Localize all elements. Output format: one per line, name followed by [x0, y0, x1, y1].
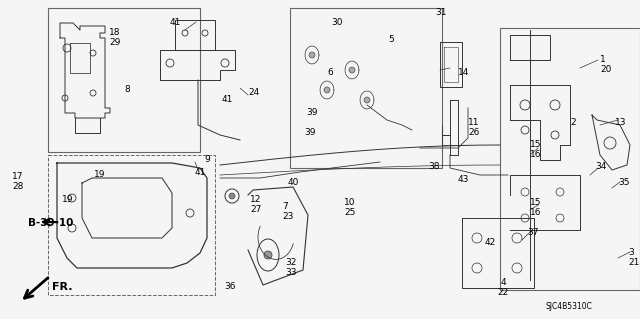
Text: 8: 8 — [124, 85, 130, 94]
Text: 2: 2 — [570, 118, 575, 127]
Text: 39: 39 — [307, 108, 317, 117]
Text: 39: 39 — [304, 128, 316, 137]
Text: 42: 42 — [484, 238, 495, 247]
Text: SJC4B5310C: SJC4B5310C — [545, 302, 592, 311]
Text: 12
27: 12 27 — [250, 195, 261, 214]
Text: 1
20: 1 20 — [600, 55, 611, 74]
Text: 41: 41 — [170, 18, 181, 27]
Text: 18
29: 18 29 — [109, 28, 121, 48]
Text: 11
26: 11 26 — [468, 118, 479, 137]
Text: 38: 38 — [428, 162, 440, 171]
Text: 4
22: 4 22 — [497, 278, 509, 297]
Text: 30: 30 — [332, 18, 343, 27]
Circle shape — [364, 97, 370, 103]
Text: 9: 9 — [204, 155, 210, 164]
Circle shape — [324, 87, 330, 93]
Text: 37: 37 — [527, 228, 538, 237]
Text: 35: 35 — [618, 178, 630, 187]
Text: 5: 5 — [388, 35, 394, 44]
Text: 15
16: 15 16 — [530, 140, 541, 160]
Text: 7
23: 7 23 — [282, 202, 293, 221]
Text: 6: 6 — [327, 68, 333, 77]
Text: 19: 19 — [62, 195, 74, 204]
Text: 36: 36 — [224, 282, 236, 291]
Text: FR.: FR. — [52, 282, 72, 292]
Circle shape — [264, 251, 272, 259]
Text: 31: 31 — [435, 8, 447, 17]
Text: 43: 43 — [458, 175, 469, 184]
Text: 32
33: 32 33 — [285, 258, 296, 278]
Text: 15
16: 15 16 — [530, 198, 541, 218]
Text: 17
28: 17 28 — [12, 172, 24, 191]
Text: 24: 24 — [248, 88, 259, 97]
Circle shape — [349, 67, 355, 73]
Text: B-39-10: B-39-10 — [28, 218, 74, 228]
Text: 3
21: 3 21 — [628, 248, 639, 267]
Circle shape — [229, 193, 235, 199]
Circle shape — [309, 52, 315, 58]
Text: 34: 34 — [595, 162, 606, 171]
Text: 41: 41 — [222, 95, 234, 104]
Text: 13: 13 — [615, 118, 627, 127]
Text: 40: 40 — [288, 178, 300, 187]
Text: 19: 19 — [94, 170, 106, 179]
Text: 14: 14 — [458, 68, 469, 77]
Text: 10
25: 10 25 — [344, 198, 356, 218]
Text: 41: 41 — [195, 168, 206, 177]
